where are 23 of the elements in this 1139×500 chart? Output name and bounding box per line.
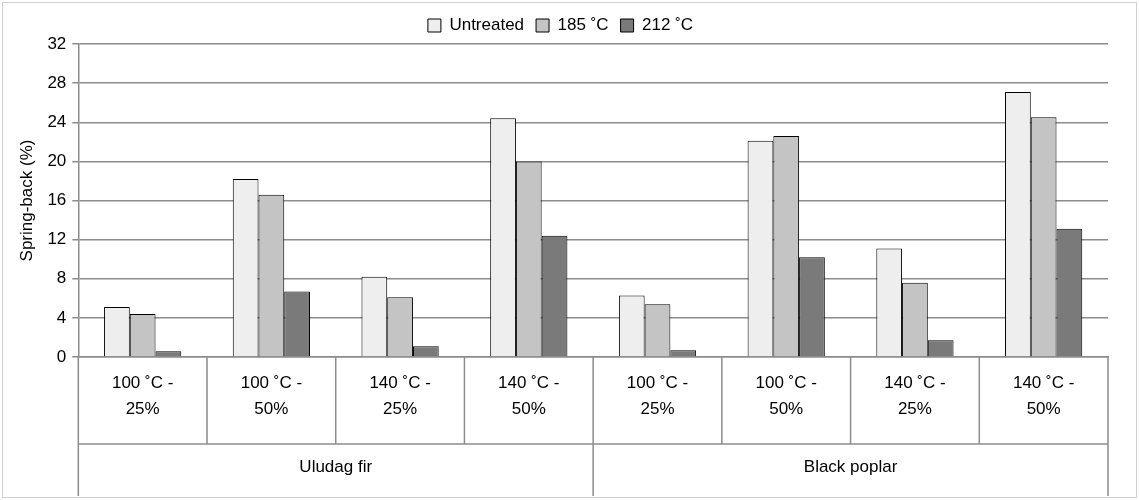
y-tick-label: 24 [47,111,67,131]
x-tick-label: 100 ˚C - 25% [111,373,174,419]
y-axis-title: Spring-back (%) [16,139,36,262]
legend-label: 212 ˚C [642,15,694,35]
text: Black poplar [803,457,898,477]
y-tick-label: 12 [47,229,67,249]
x-tick-label: 100 ˚C - 50% [755,373,817,419]
y-tick-label: 0 [56,346,67,366]
x-tick-label: 140 ˚C - 50% [1012,373,1075,419]
text: Uludag fir [299,457,373,477]
x-tick-label: 140 ˚C - 25% [369,373,431,419]
x-tick-label: 100 ˚C - 50% [240,373,303,419]
y-tick-label: 28 [47,72,67,92]
legend-label: 185 ˚C [557,15,609,35]
y-tick-label: 4 [56,307,67,327]
y-tick-label: 8 [56,268,67,288]
legend-label: Untreated [449,15,525,35]
x-tick-label: 140 ˚C - 50% [498,373,560,419]
y-tick-label: 20 [47,151,67,171]
x-tick-label: 100 ˚C - 25% [626,373,689,419]
x-tick-label: 140 ˚C - 25% [884,373,946,419]
y-tick-label: 16 [47,190,67,210]
y-tick-label: 32 [47,33,67,53]
